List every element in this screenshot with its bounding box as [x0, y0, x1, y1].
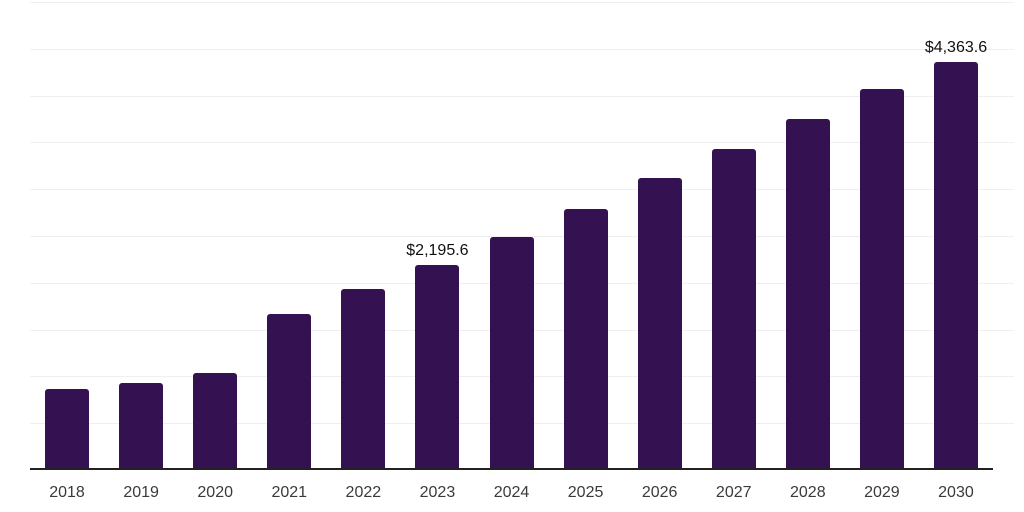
x-tick-label-2020: 2020 [197, 484, 233, 501]
gridline [30, 142, 1014, 144]
x-axis-line [30, 468, 993, 470]
data-label-2030: $4,363.6 [924, 38, 988, 56]
x-tick-label-2021: 2021 [271, 484, 308, 501]
x-tick-label-2022: 2022 [345, 484, 382, 501]
gridline [30, 2, 1014, 3]
gridline [30, 95, 1014, 97]
bar-2026 [637, 177, 682, 470]
gridline [30, 48, 1014, 50]
bar-2022 [341, 288, 386, 470]
gridline [30, 236, 1014, 237]
data-label-2023: $2,195.6 [406, 241, 469, 259]
bar-2020 [193, 372, 238, 470]
bar-2018 [45, 388, 90, 470]
x-tick-label-2019: 2019 [123, 484, 159, 501]
x-tick-label-2028: 2028 [790, 484, 826, 501]
x-tick-label-2027: 2027 [715, 484, 752, 501]
bar-2025 [563, 209, 608, 470]
x-tick-label-2030: 2030 [938, 484, 974, 501]
bar-2028 [785, 118, 830, 470]
x-tick-label-2023: 2023 [419, 484, 456, 501]
x-tick-label-2029: 2029 [864, 484, 900, 501]
x-axis: 2018 2019 2020 2021 2022 2023 2024 2025 2026 2027… [30, 484, 993, 506]
x-tick-label-2025: 2025 [567, 484, 604, 501]
bar-2029 [859, 89, 904, 470]
gridline [30, 189, 1014, 191]
x-tick-label-2018: 2018 [49, 484, 85, 501]
bar-2024 [489, 236, 534, 470]
plot-area: $2,195.6 $4,363.6 [30, 2, 993, 470]
bar-2019 [119, 383, 164, 470]
bar-2021 [267, 314, 312, 470]
bar-2030 [933, 61, 978, 470]
bar-2023 [415, 264, 460, 470]
bar-2027 [711, 148, 756, 470]
x-tick-label-2024: 2024 [493, 484, 530, 501]
x-tick-label-2026: 2026 [641, 484, 678, 501]
